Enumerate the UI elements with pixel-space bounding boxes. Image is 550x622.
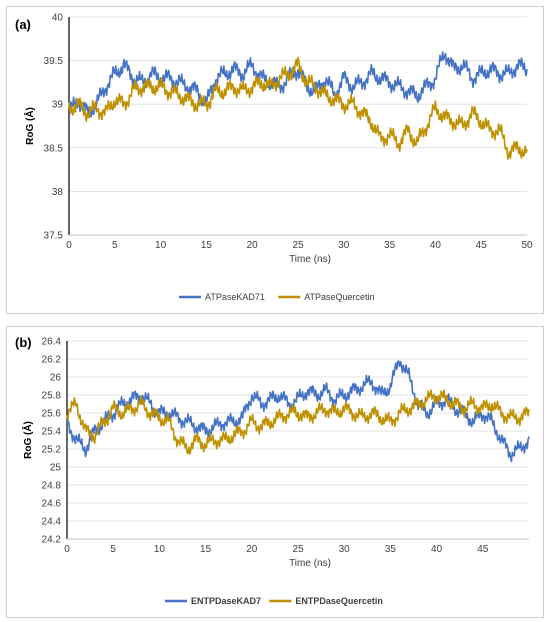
x-tick-label: 20 bbox=[246, 544, 258, 555]
x-tick-label: 15 bbox=[200, 544, 212, 555]
x-tick-label: 50 bbox=[521, 240, 533, 251]
series-line-2 bbox=[68, 56, 528, 160]
x-tick-label: 45 bbox=[477, 544, 489, 555]
x-tick-label: 45 bbox=[476, 240, 488, 251]
chart-panel-a: 37.5 38 38.5 39 39.5 40 0 5 10 15 20 25 30 35 40 45 50 (a… bbox=[6, 6, 544, 314]
x-tick-label: 30 bbox=[338, 240, 350, 251]
x-tick-label: 40 bbox=[430, 240, 442, 251]
y-tick-label: 24.8 bbox=[42, 481, 62, 492]
rog-chart-b: 24.2 24.4 24.6 24.8 25 25.2 25.4 25.6 25.8 26 26.2… bbox=[15, 335, 530, 606]
y-tick-label: 24.2 bbox=[42, 535, 62, 546]
panel-label: (a) bbox=[15, 17, 31, 32]
y-tick-label: 25.2 bbox=[42, 445, 62, 456]
x-tick-label: 5 bbox=[110, 544, 116, 555]
legend-entry-2: ATPaseQuercetin bbox=[304, 292, 374, 302]
x-axis-label: Time (ns) bbox=[289, 254, 331, 265]
panel-label: (b) bbox=[15, 335, 32, 350]
y-tick-label: 38 bbox=[52, 187, 64, 198]
y-tick-label: 37.5 bbox=[44, 231, 64, 242]
x-tick-label: 10 bbox=[155, 240, 167, 251]
x-tick-label: 0 bbox=[64, 544, 70, 555]
y-tick-label: 25.4 bbox=[42, 427, 62, 438]
y-axis-label: RoG (Å) bbox=[21, 421, 34, 459]
y-tick-label: 39 bbox=[52, 100, 64, 111]
y-tick-label: 38.5 bbox=[44, 143, 64, 154]
x-tick-label: 30 bbox=[339, 544, 351, 555]
x-tick-label: 25 bbox=[292, 240, 304, 251]
x-tick-label: 35 bbox=[384, 240, 396, 251]
chart-panel-b: 24.2 24.4 24.6 24.8 25 25.2 25.4 25.6 25.8 26 26.2… bbox=[6, 326, 544, 618]
x-tick-label: 0 bbox=[66, 240, 72, 251]
series-line-2 bbox=[66, 389, 530, 455]
legend-entry-2: ENTPDaseQuercetin bbox=[295, 596, 383, 606]
y-tick-label: 24.4 bbox=[42, 517, 62, 528]
x-tick-label: 35 bbox=[385, 544, 397, 555]
x-tick-label: 5 bbox=[112, 240, 118, 251]
x-tick-label: 15 bbox=[201, 240, 213, 251]
x-tick-label: 10 bbox=[154, 544, 166, 555]
rog-chart-a: 37.5 38 38.5 39 39.5 40 0 5 10 15 20 25 30 35 40 45 50 (a… bbox=[15, 13, 533, 303]
x-axis-label: Time (ns) bbox=[289, 558, 331, 569]
y-tick-label: 40 bbox=[52, 13, 64, 24]
y-tick-label: 25.6 bbox=[42, 409, 62, 420]
y-axis-label: RoG (Å) bbox=[23, 107, 36, 145]
y-tick-label: 25 bbox=[50, 463, 62, 474]
x-tick-label: 20 bbox=[247, 240, 259, 251]
x-tick-label: 40 bbox=[431, 544, 443, 555]
y-tick-label: 24.6 bbox=[42, 499, 62, 510]
y-tick-label: 39.5 bbox=[44, 56, 64, 67]
x-tick-label: 25 bbox=[292, 544, 304, 555]
y-tick-label: 26.4 bbox=[42, 337, 62, 348]
y-tick-label: 25.8 bbox=[42, 391, 62, 402]
legend-entry-1: ATPaseKAD71 bbox=[205, 292, 265, 302]
y-tick-label: 26 bbox=[50, 373, 62, 384]
y-tick-label: 26.2 bbox=[42, 355, 62, 366]
legend-entry-1: ENTPDaseKAD7 bbox=[191, 596, 261, 606]
